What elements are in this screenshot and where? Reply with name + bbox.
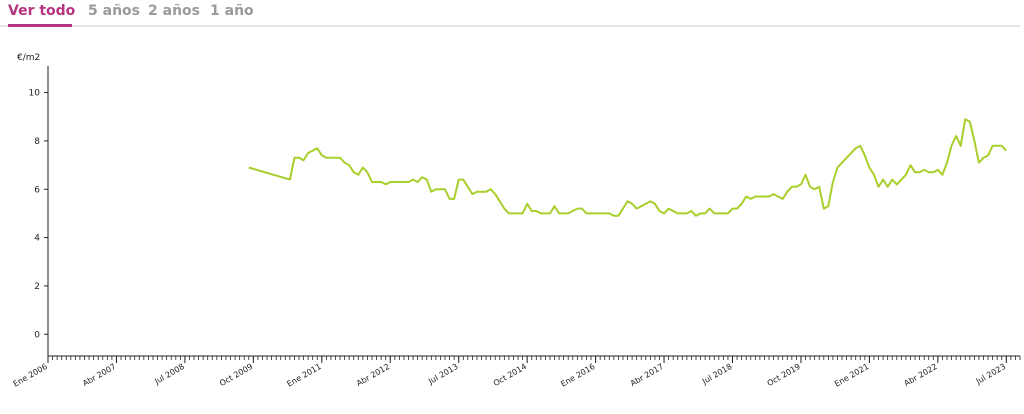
series-layer [248,118,1008,217]
y-tick-label: 10 [29,89,41,99]
y-tick-label: 0 [34,330,40,340]
x-tick-label: Abr 2007 [81,362,117,388]
x-tick-label: Jul 2018 [700,362,734,387]
tab-ver-todo[interactable]: Ver todo [8,3,76,19]
tab-2-anos[interactable]: 2 años [148,3,200,19]
x-tick-label: Jul 2013 [426,362,460,387]
active-tab-underline [8,24,72,27]
x-tick-label: Oct 2014 [492,362,528,388]
period-tabs: Ver todo 5 años 2 años 1 año [0,0,1024,27]
tabs-divider [0,25,1020,27]
tab-1-ano[interactable]: 1 año [210,3,254,19]
y-tick-label: 8 [34,137,40,147]
y-ticks: 0 2 4 6 8 10 [29,89,48,340]
x-tick-label: Ene 2021 [833,362,870,389]
series-line [248,118,1008,217]
x-tick-label: Oct 2009 [218,362,254,388]
y-tick-label: 6 [34,185,40,195]
x-tick-label: Jul 2023 [974,362,1008,387]
x-tick-label: Ene 2016 [559,362,596,389]
x-tick-label: Oct 2019 [766,362,802,388]
x-tick-label: Abr 2012 [355,362,391,388]
x-minor-ticks [47,356,1021,360]
x-ticks: Ene 2006 Abr 2007 Jul 2008 Oct 2009 Ene 2011… [12,356,1008,389]
y-tick-label: 4 [34,234,40,244]
y-unit-label: €/m2 [17,53,40,63]
x-tick-label: Ene 2011 [285,362,322,389]
x-tick-label: Ene 2006 [12,362,49,389]
x-tick-label: Jul 2008 [152,362,186,387]
x-tick-label: Abr 2022 [903,362,939,388]
x-tick-label: Abr 2017 [629,362,665,388]
tab-5-anos[interactable]: 5 años [88,3,140,19]
y-tick-label: 2 [34,282,40,292]
